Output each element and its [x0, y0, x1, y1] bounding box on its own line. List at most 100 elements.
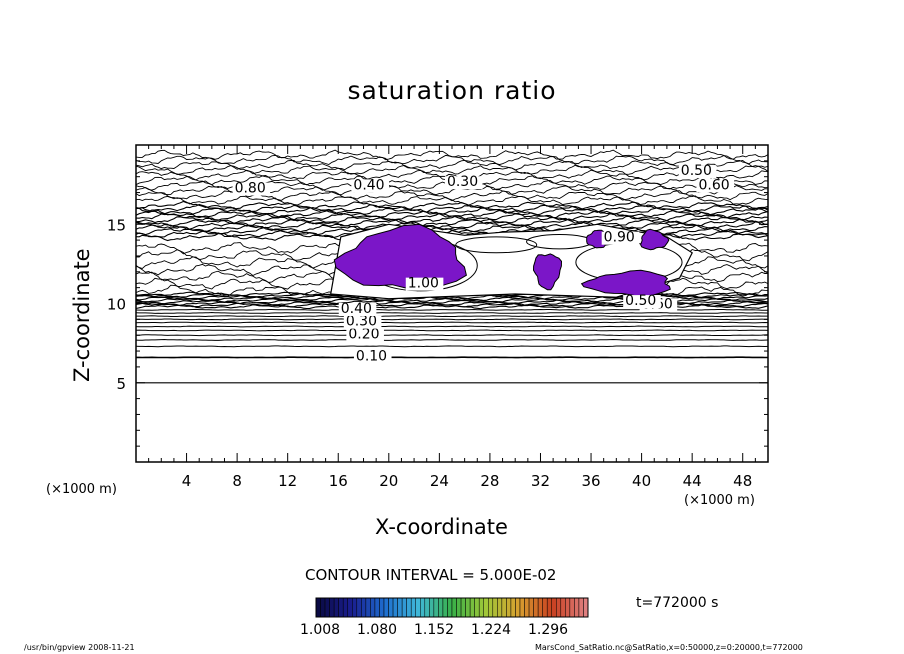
contour-line [135, 218, 769, 227]
colorbar-segment [365, 597, 371, 618]
colorbar-segment [338, 597, 344, 618]
contour-label-bg [678, 165, 717, 179]
contour-line [135, 221, 768, 230]
contour-line [135, 195, 769, 206]
colorbar-segment [506, 597, 512, 618]
contour-line [135, 318, 768, 321]
contour-label-bg [444, 176, 483, 190]
colorbar-segment [537, 597, 543, 618]
contour-label: 1.00 [408, 276, 439, 292]
colorbar-segment [333, 597, 339, 618]
colorbar-segment [569, 597, 575, 618]
colorbar-segment [515, 597, 521, 618]
contour-label: 0.40 [341, 301, 372, 317]
contour-label-bg [696, 179, 735, 193]
contour-label: 0.90 [604, 230, 635, 246]
contour-line [135, 207, 769, 216]
contour-label-bg [346, 328, 384, 342]
colorbar-tick-label: 1.224 [471, 622, 512, 638]
colorbar-segment [460, 597, 466, 618]
colorbar-segment [379, 597, 385, 618]
colorbar-segment [483, 597, 489, 618]
contour-line [135, 200, 769, 210]
x-tick-label: 44 [683, 472, 702, 490]
colorbar-segment [574, 597, 580, 618]
contour-label: 0.30 [447, 174, 478, 190]
x-tick-label: 12 [278, 472, 297, 490]
contour-label-bg [232, 182, 271, 196]
contour-label-bg [623, 295, 661, 309]
x-tick-label: 4 [182, 472, 192, 490]
colorbar-segment [474, 597, 480, 618]
y-tick-label: 15 [107, 216, 126, 234]
colorbar-segment [469, 597, 475, 618]
colorbar-segment [324, 597, 330, 618]
contour-line [136, 334, 769, 337]
contour-label-bg [353, 350, 392, 364]
x-tick-label: 36 [581, 472, 600, 490]
colorbar-segment [519, 597, 525, 618]
colorbar-segment [429, 597, 435, 618]
colorbar-segment [492, 597, 498, 618]
colorbar-segment [352, 597, 358, 618]
colorbar-segment [583, 597, 589, 618]
contour-label-bg [351, 179, 390, 193]
contour-line [135, 329, 769, 332]
colorbar-segment [424, 597, 430, 618]
contour-labels: 0.100.200.300.400.800.400.300.500.600.60… [232, 163, 735, 365]
colorbar-tick-label: 1.080 [357, 622, 398, 638]
shaded-region [532, 253, 563, 291]
contour-label: 0.80 [235, 181, 266, 197]
closed-contour [455, 236, 538, 254]
colorbar-tick-label: 1.296 [528, 622, 569, 638]
contour-label: 0.50 [681, 163, 712, 179]
x-axis-label: X-coordinate [375, 515, 508, 539]
contour-label: 0.30 [346, 314, 377, 330]
contour-line [135, 169, 769, 181]
contour-line [135, 212, 769, 222]
colorbar-segment [438, 597, 444, 618]
colorbar-segment [542, 597, 548, 618]
contour-line [135, 149, 769, 161]
x-unit-label-right: (×1000 m) [684, 493, 755, 508]
contour-line [135, 338, 769, 341]
colorbar-segment [370, 597, 376, 618]
colorbar-segment [406, 597, 412, 618]
x-tick-label: 28 [480, 472, 499, 490]
x-tick-label: 48 [733, 472, 752, 490]
colorbar-segment [315, 597, 321, 618]
colorbar-segment [329, 597, 335, 618]
colorbar-segment [451, 597, 457, 618]
y-tick-label: 5 [116, 375, 126, 393]
contour-line [135, 311, 768, 314]
colorbar-segment [497, 597, 503, 618]
x-unit-label-left: (×1000 m) [46, 482, 117, 497]
shaded-regions [333, 223, 671, 297]
axis-ticks [136, 145, 768, 462]
colorbar-segment [433, 597, 439, 618]
colorbar-segment [374, 597, 380, 618]
contour-label-bg [405, 277, 444, 291]
contour-label-bg [338, 303, 377, 317]
contour-label-bg [343, 315, 382, 329]
x-tick-label: 24 [430, 472, 449, 490]
colorbar-segment [392, 597, 398, 618]
colorbar-segment [556, 597, 562, 618]
contour-label: 0.60 [698, 177, 729, 193]
colorbar-segment [361, 597, 367, 618]
shaded-region [580, 269, 671, 297]
x-tick-label: 8 [232, 472, 242, 490]
contour-line [135, 325, 769, 328]
contour-line [135, 203, 769, 213]
colorbar-segment [456, 597, 462, 618]
contour-line [136, 315, 768, 318]
colorbar-segment [447, 597, 453, 618]
colorbar-segment [397, 597, 403, 618]
colorbar-segment [347, 597, 353, 618]
time-label: t=772000 s [636, 595, 719, 611]
contour-line [135, 224, 769, 233]
contour-line [135, 345, 769, 348]
contour-label: 0.10 [356, 349, 387, 365]
contour-label: 0.20 [348, 326, 379, 342]
